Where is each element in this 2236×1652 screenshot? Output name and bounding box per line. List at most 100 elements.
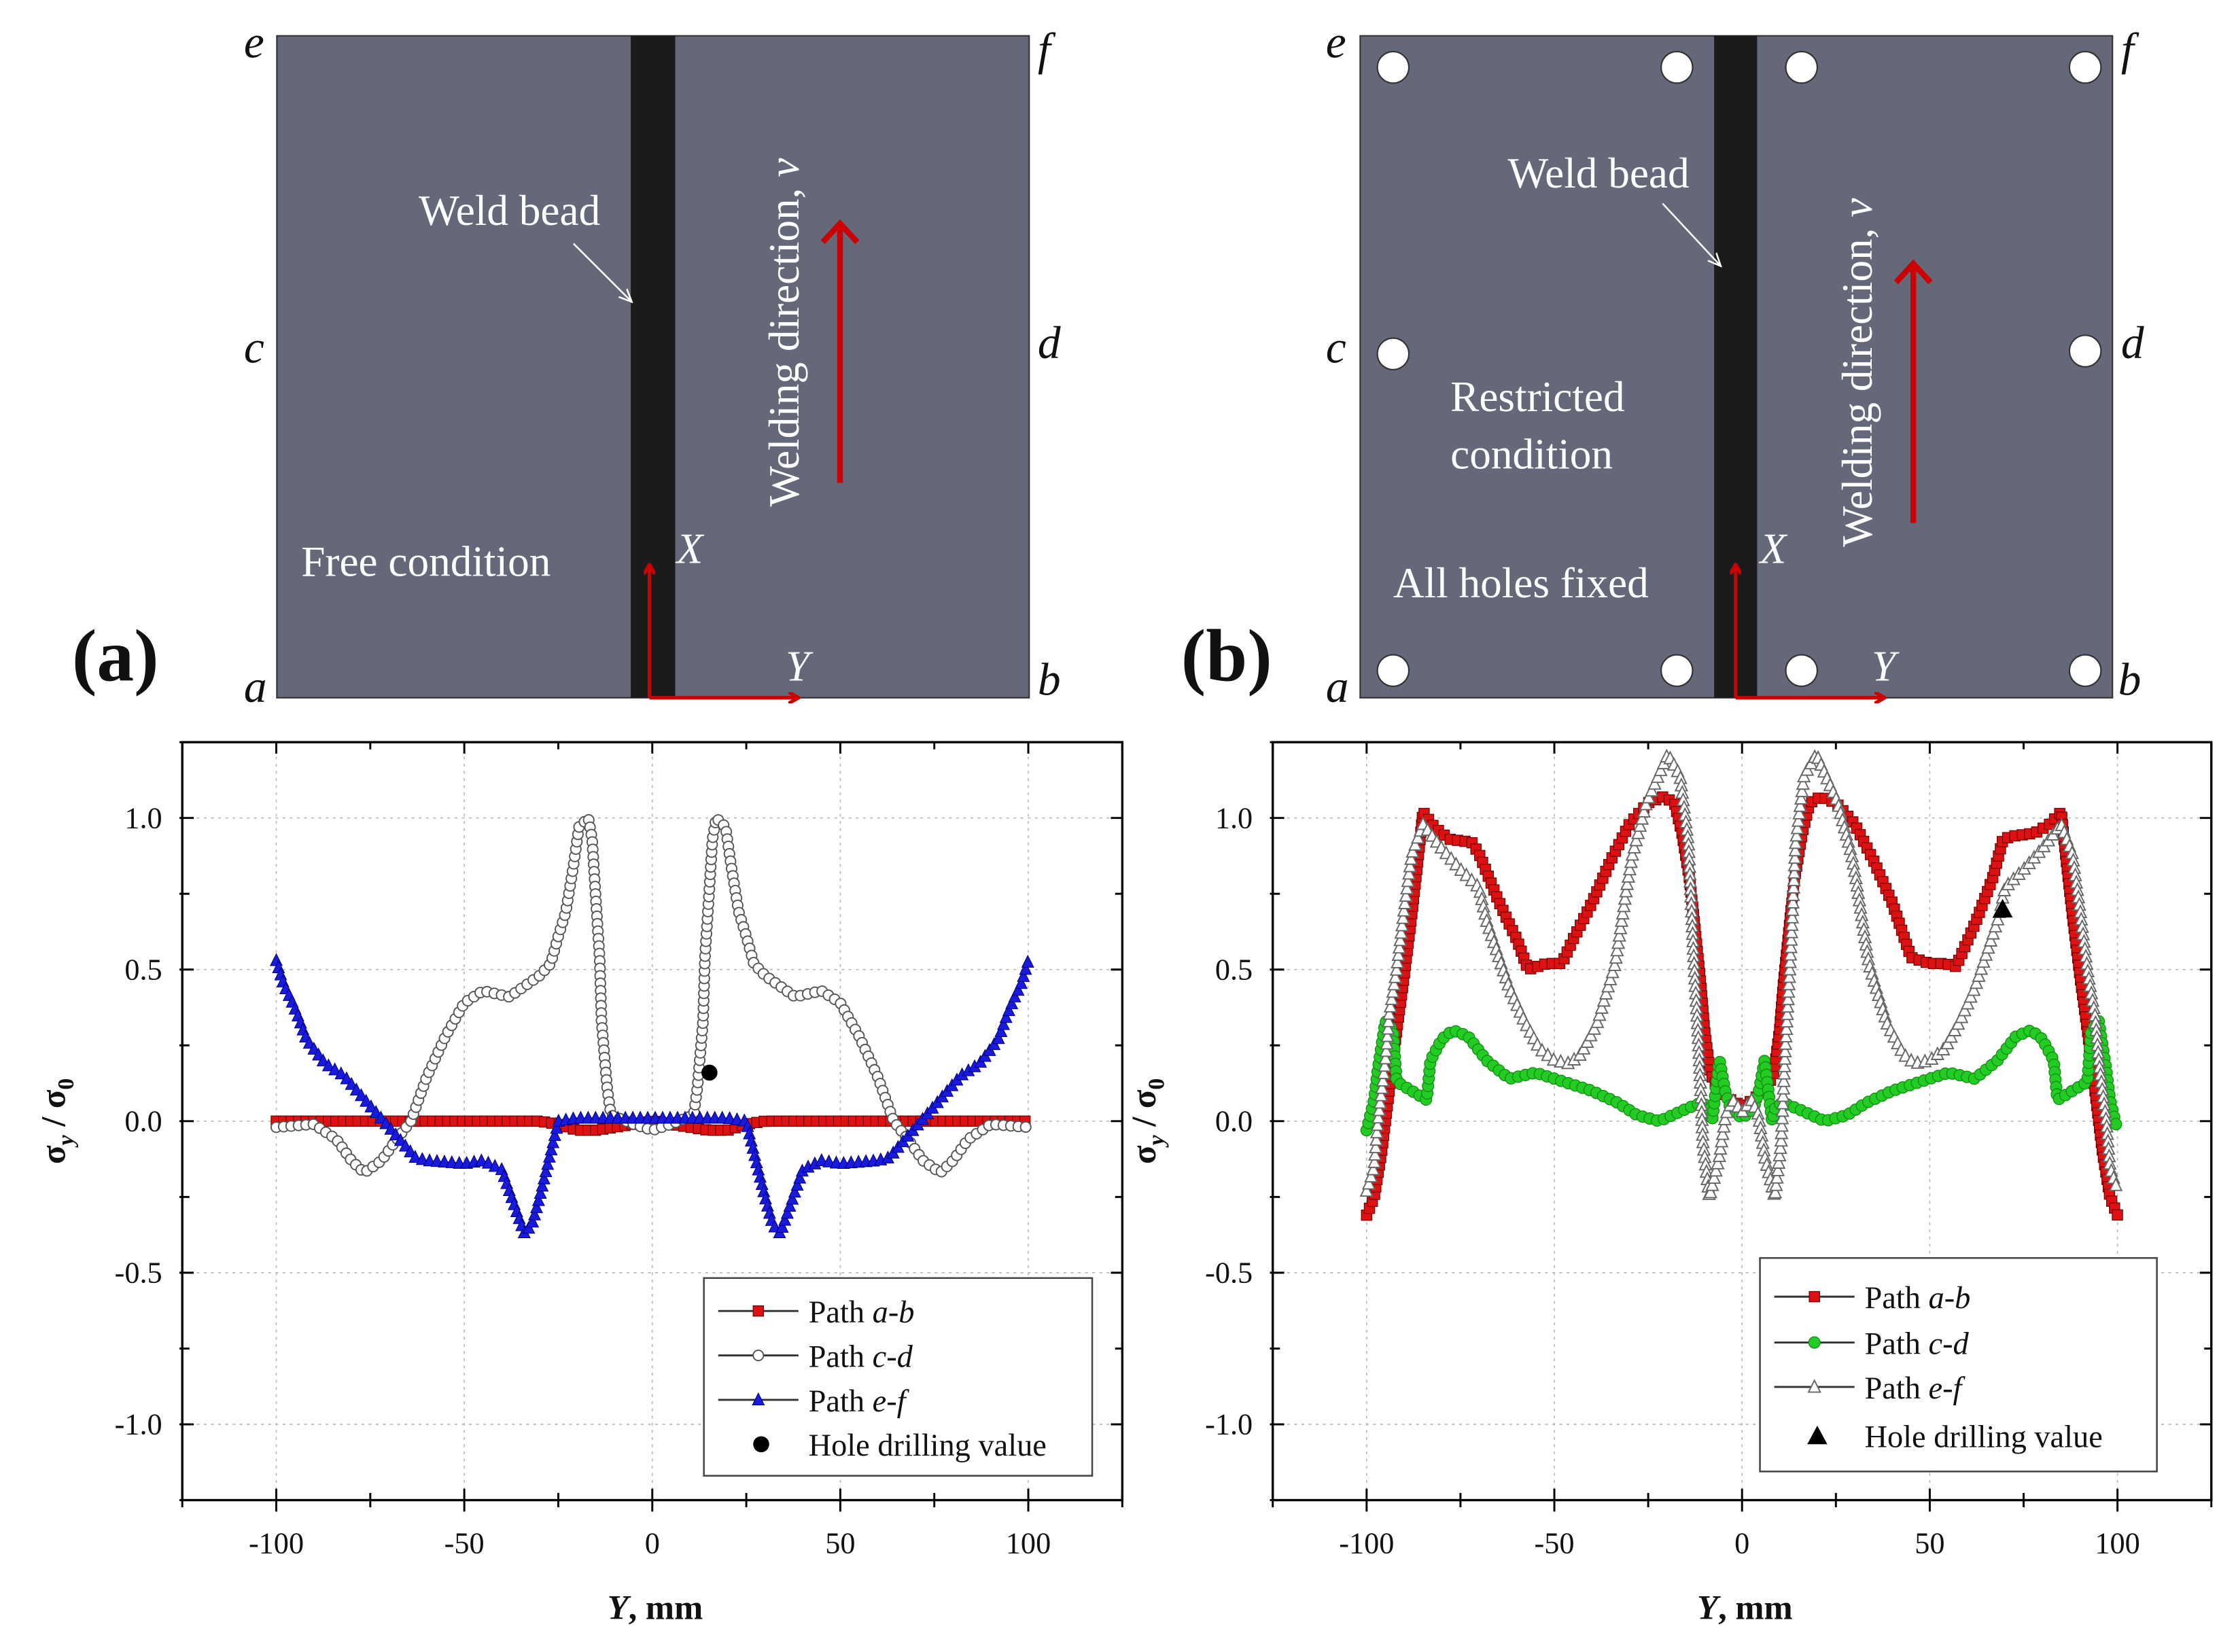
condition-label-line1: Restricted	[1450, 373, 1624, 421]
weld-bead	[631, 35, 676, 698]
legend-label-prefix: Path	[1864, 1371, 1928, 1406]
data-point	[1779, 1013, 1794, 1028]
corner-label-b: b	[1038, 654, 1061, 705]
data-point	[1976, 953, 1991, 968]
legend-label-prefix: Path	[809, 1295, 873, 1330]
data-point	[1393, 932, 1408, 947]
data-point	[1772, 1147, 1787, 1162]
coord-x-label: X	[675, 525, 705, 573]
data-point	[1775, 1103, 1789, 1117]
data-point	[1397, 902, 1411, 917]
data-point	[537, 1171, 551, 1184]
data-point	[1769, 1177, 1783, 1191]
condition-label-line2: condition	[1450, 430, 1613, 478]
data-point	[1787, 849, 1802, 864]
data-point	[1535, 1042, 1550, 1057]
corner-label-c: c	[1326, 321, 1346, 372]
data-point	[1371, 1109, 1386, 1124]
weld-bead-pointer-icon	[1662, 203, 1719, 265]
legend-label-path: c-d	[873, 1339, 913, 1374]
corner-label-f: f	[2121, 24, 2139, 75]
legend-label-prefix: Path	[809, 1384, 873, 1419]
data-point	[1775, 1110, 1789, 1125]
corner-label-e: e	[1326, 16, 1346, 67]
data-point	[815, 1153, 828, 1166]
data-point	[1382, 1013, 1396, 1027]
data-point	[1378, 1050, 1393, 1065]
data-point	[1792, 805, 1806, 820]
x-tick-label: -50	[444, 1527, 485, 1560]
data-point	[1379, 1042, 1393, 1057]
y-axis-label: σy / σ0	[1125, 1078, 1170, 1164]
data-point	[1607, 957, 1622, 971]
data-point	[1783, 954, 1798, 968]
legend-marker	[1809, 1290, 1820, 1303]
hole-icon	[2068, 334, 2102, 368]
panel-tag-b: (b)	[1181, 614, 1272, 697]
data-point	[1622, 861, 1637, 876]
data-point	[1005, 996, 1019, 1010]
y-axis-label-mid: / σ	[34, 1089, 72, 1135]
data-point	[1775, 1125, 1789, 1140]
data-point	[1594, 1000, 1609, 1014]
legend-label: Path a-b	[1864, 1281, 1970, 1316]
corner-label-e: e	[244, 16, 264, 67]
data-point	[1372, 1102, 1386, 1117]
data-point	[822, 1154, 836, 1167]
data-point	[1974, 961, 1989, 975]
data-point	[1774, 1132, 1788, 1147]
y-tick-label: -1.0	[1205, 1408, 1253, 1441]
y-tick-label: -0.5	[115, 1256, 162, 1290]
x-axis-label-unit: , mm	[1718, 1589, 1793, 1627]
y-tick-label: 0.0	[124, 1105, 162, 1138]
data-point	[1361, 1176, 1376, 1190]
data-point	[1380, 1028, 1395, 1042]
data-point	[1380, 1036, 1394, 1050]
data-point	[1709, 1162, 1723, 1177]
data-point	[1601, 978, 1615, 993]
legend-label-path: e-f	[1929, 1371, 1966, 1406]
data-point	[1768, 1184, 1783, 1199]
data-point	[1369, 1131, 1384, 1146]
data-point	[1782, 969, 1796, 983]
y-axis-label-sub: 0	[1144, 1078, 1169, 1090]
data-point	[1619, 883, 1633, 898]
data-point	[1401, 866, 1416, 880]
data-point	[1778, 1043, 1792, 1057]
data-point	[1374, 1087, 1388, 1102]
hole-icon	[1660, 50, 1694, 84]
data-point	[1773, 1140, 1787, 1155]
data-point	[1789, 827, 1804, 842]
data-point	[534, 1186, 547, 1199]
data-point	[1783, 939, 1798, 953]
legend-marker	[1807, 1425, 1828, 1445]
data-point	[1620, 876, 1635, 890]
legend-label: Path e-f	[1864, 1371, 1966, 1406]
data-point	[1791, 813, 1806, 827]
data-point	[1391, 954, 1405, 968]
data-point	[1972, 968, 1986, 982]
data-point	[1779, 1021, 1794, 1035]
x-tick-label: -50	[1535, 1527, 1575, 1560]
data-point	[1396, 910, 1410, 924]
diagram-a: e f c d a b Weld bead Welding direction,…	[72, 16, 1061, 712]
data-point	[1580, 1034, 1594, 1049]
data-point	[788, 1184, 801, 1198]
data-point	[1621, 868, 1636, 883]
data-point	[1787, 872, 1801, 887]
data-point	[1787, 864, 1802, 879]
data-point	[1584, 1027, 1598, 1042]
weld-bead-label: Weld bead	[1507, 150, 1689, 197]
data-point	[1777, 1051, 1792, 1065]
hole-icon	[2068, 50, 2102, 84]
data-point	[1784, 924, 1799, 938]
data-point	[1781, 983, 1796, 998]
data-point	[723, 1111, 737, 1125]
data-point	[334, 1066, 348, 1080]
x-tick-label: 100	[1006, 1527, 1051, 1560]
data-point	[1777, 1058, 1792, 1072]
data-point	[1378, 1057, 1392, 1072]
y-tick-label: 0.5	[124, 953, 162, 987]
data-point	[1387, 977, 1401, 991]
data-point	[1796, 768, 1811, 783]
